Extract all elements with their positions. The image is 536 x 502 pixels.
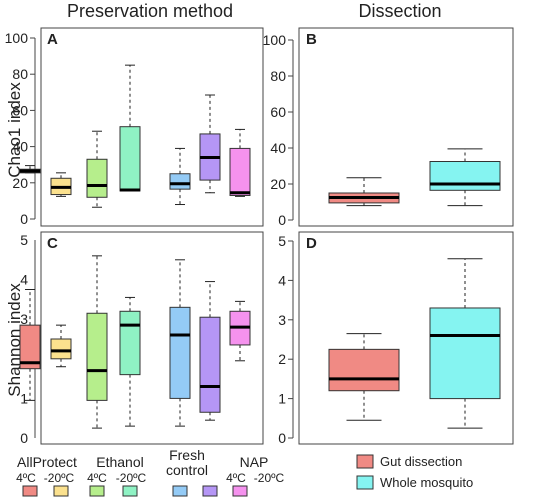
temp-label-et4: 4ºC [87,471,107,485]
swatch-fresh [172,485,188,497]
panel-b-ytick-label-4: 80 [270,68,286,84]
panel-d-box-2-body [429,307,501,400]
temp-label-nap20: -20ºC [254,471,285,485]
panel-c-box-7 [229,300,251,362]
swatch-et4 [89,485,105,497]
panel-a-box-4 [119,64,141,192]
panel-c-letter: C [47,235,58,252]
swatch-ap20 [53,485,69,497]
panel-c-box-2-body [50,338,72,360]
temp-label-nap4: 4ºC [226,471,246,485]
panel-c-box-1 [19,289,41,401]
legend-label-gut: Gut dissection [380,454,462,469]
panel-c-box-2 [50,324,72,368]
group-label-fresh-sub: control [166,462,208,478]
panel-a-ytick-label-5: 100 [5,30,29,46]
panel-b-ytick-label-5: 100 [263,32,287,48]
panel-d-ytick-label-5: 5 [278,233,286,249]
swatch-et20 [122,485,138,497]
temp-label-ap4: 4ºC [16,471,36,485]
temp-label-ap20: -20ºC [44,471,75,485]
panel-b-ytick-label-0: 0 [278,212,286,228]
legend-label-whole: Whole mosquito [380,475,473,490]
panel-c: C012345 [19,231,264,446]
panel-d-box-1 [328,333,400,421]
panel-b-ytick-label-1: 20 [270,176,286,192]
panel-d-ytick-label-4: 4 [278,272,286,288]
panel-c-box-4-body [119,310,141,376]
panel-a-box-7 [229,128,251,197]
group-label-fresh: Fresh [169,447,205,463]
panel-a-ytick-label-3: 60 [12,102,28,118]
panel-d-ytick-label-0: 0 [278,430,286,446]
panel-d: D 0 1 2 3 4 5 [278,231,514,446]
panel-a-box-3-body [86,158,108,198]
panel-c-ytick-label-5: 5 [20,232,28,248]
panel-c-box-3 [86,255,108,429]
swatch-nap20 [232,485,248,497]
panel-c-box-5 [169,259,191,427]
panel-a-letter: A [47,31,58,48]
panel-c-box-4 [119,296,141,427]
panel-d-frame [298,231,514,445]
panel-c-ytick-label-0: 0 [20,430,28,446]
group-label-nap: NAP [240,454,269,470]
panel-a-ytick-label-1: 20 [12,175,28,191]
panel-a-box-2 [50,172,72,197]
panel-a-ytick-label-4: 80 [12,66,28,82]
panel-a-box-3 [86,130,108,208]
panel-a-frame [40,27,264,227]
panel-d-box-1-body [328,348,400,392]
swatch-ap4 [22,485,38,497]
panel-b-box-1 [328,177,400,207]
panel-b-ytick-label-2: 40 [270,140,286,156]
panel-a-box-6 [199,94,221,194]
right-column-title: Dissection [358,1,441,21]
panel-c-ytick-label-3: 3 [20,311,28,327]
panel-a: A 0 20 40 60 80 100 [5,27,264,227]
panel-a-box-7-body [229,147,251,196]
panel-c-ytick-label-4: 4 [20,272,28,288]
panel-b-ytick-label-3: 60 [270,104,286,120]
left-column-title: Preservation method [67,1,233,21]
temp-label-et20: -20ºC [116,471,147,485]
panel-d-letter: D [306,235,317,252]
panel-d-box-2 [429,258,501,429]
panel-c-box-3-body [86,312,108,401]
panel-b-letter: B [306,31,317,48]
group-label-ethanol: Ethanol [96,454,143,470]
panel-a-box-5 [169,147,191,206]
panel-d-ytick-label-1: 1 [278,391,286,407]
panel-b-box-2-body [429,161,501,191]
panel-a-ytick-label-0: 0 [20,211,28,227]
panel-a-box-4-body [119,126,141,192]
panel-a-ytick-label-2: 40 [12,139,28,155]
panel-c-box-6 [199,281,221,421]
panel-c-box-6-body [199,316,221,413]
panel-c-box-1-body [19,324,41,370]
panel-c-ylabel: Shannon index [5,283,24,397]
panel-c-ytick-label-1: 1 [20,390,28,406]
swatch-nap4 [202,485,218,497]
panel-b-box-2 [429,148,501,207]
panel-a-box-5-body [169,173,191,190]
panel-d-ytick-label-3: 3 [278,312,286,328]
group-label-allprotect: AllProtect [17,454,77,470]
panel-b: B 0 20 40 60 80 100 [263,27,514,228]
legend-swatch-whole [356,475,374,490]
panel-c-frame [40,231,264,445]
panel-a-box-1 [19,165,41,174]
panel-d-ytick-label-2: 2 [278,351,286,367]
panel-c-box-5-body [169,306,191,399]
panel-a-ylabel: Chao1 index [5,82,24,178]
panel-b-frame [298,27,514,227]
legend-swatch-gut [356,454,374,469]
